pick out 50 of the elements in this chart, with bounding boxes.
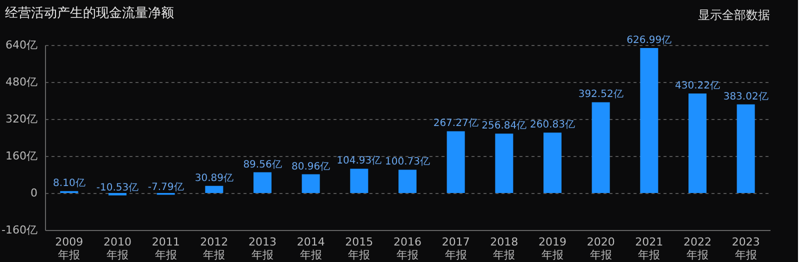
data-label: 267.27亿 bbox=[433, 118, 478, 130]
x-tick-label: 2013 年报 bbox=[248, 236, 276, 262]
bar bbox=[688, 94, 706, 193]
y-tick-label: 640亿 bbox=[6, 38, 38, 52]
data-label: 430.22亿 bbox=[675, 80, 720, 92]
bar bbox=[592, 102, 610, 193]
y-tick-label: 0 bbox=[30, 186, 38, 200]
x-tick-label: 2015 年报 bbox=[345, 236, 374, 262]
bar bbox=[302, 174, 320, 193]
bar bbox=[640, 48, 658, 193]
data-label: -7.79亿 bbox=[148, 182, 184, 193]
bar bbox=[350, 168, 368, 193]
bar bbox=[205, 186, 224, 193]
bar bbox=[446, 131, 465, 193]
chart-title: 经营活动产生的现金流量净额 bbox=[5, 5, 174, 21]
text: 显示全部数据 bbox=[698, 8, 770, 22]
data-label: 383.02亿 bbox=[723, 91, 768, 102]
x-tick-label: 2010 年报 bbox=[104, 236, 132, 262]
x-tick-label: 2019 年报 bbox=[538, 236, 566, 262]
x-tick-label: 2017 年报 bbox=[442, 236, 470, 262]
data-label: 392.52亿 bbox=[578, 89, 624, 100]
data-label: 100.73亿 bbox=[385, 156, 430, 168]
x-tick-label: 2020 年报 bbox=[586, 236, 615, 262]
x-tick-label: 2016 年报 bbox=[394, 236, 422, 262]
data-label: 260.83亿 bbox=[530, 120, 575, 131]
x-tick-label: 2011 年报 bbox=[152, 236, 180, 262]
bar bbox=[544, 132, 562, 193]
x-tick-label: 2023 年报 bbox=[732, 236, 760, 262]
x-tick-label: 2014 年报 bbox=[296, 236, 325, 262]
y-tick-label: 480亿 bbox=[6, 76, 38, 88]
y-tick-label: 320亿 bbox=[6, 112, 38, 126]
bar bbox=[254, 172, 272, 193]
data-label: 8.10亿 bbox=[53, 178, 86, 190]
x-tick-label: 2018 年报 bbox=[490, 236, 518, 262]
data-label: 30.89亿 bbox=[194, 172, 234, 184]
data-label: 256.84亿 bbox=[482, 120, 527, 132]
bar bbox=[398, 170, 416, 193]
x-tick-label: 2021 年报 bbox=[635, 236, 664, 262]
data-label: 80.96亿 bbox=[292, 161, 330, 172]
data-label: 89.56亿 bbox=[243, 159, 282, 170]
data-label: -10.53亿 bbox=[96, 182, 139, 194]
x-tick-label: 2022 年报 bbox=[684, 236, 712, 262]
data-label: 626.99亿 bbox=[626, 35, 672, 46]
x-tick-label: 2009 年报 bbox=[55, 236, 84, 262]
data-label: 104.93亿 bbox=[336, 156, 382, 167]
bar bbox=[495, 134, 514, 193]
x-tick-label: 2012 年报 bbox=[200, 236, 228, 262]
bar bbox=[736, 104, 755, 193]
y-tick-label: -160亿 bbox=[2, 224, 38, 236]
y-tick-label: 160亿 bbox=[6, 150, 38, 162]
